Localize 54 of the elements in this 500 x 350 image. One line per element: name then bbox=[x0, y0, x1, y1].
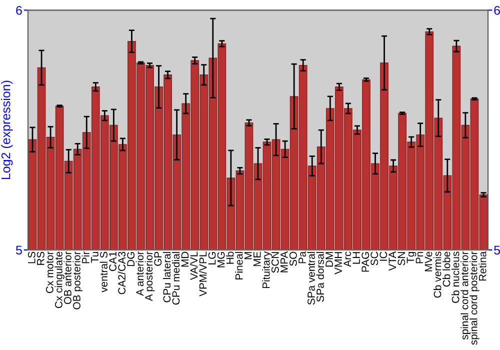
x-tick-label: SCN bbox=[271, 252, 279, 273]
x-tick-label: MVe bbox=[424, 252, 432, 272]
x-tick-label: Tu bbox=[91, 252, 98, 263]
x-tick-label: IC bbox=[380, 252, 388, 261]
x-tick-label: Cx motor bbox=[46, 251, 54, 294]
x-tick-label: LS bbox=[28, 252, 36, 264]
x-tick-label: CA1 bbox=[109, 252, 116, 272]
x-tick-label: Cb vermis bbox=[434, 252, 442, 298]
x-tick-label: SPa ventral bbox=[307, 252, 315, 305]
x-tick-label: SC bbox=[370, 252, 378, 266]
x-tick-label: LG bbox=[208, 252, 216, 264]
x-tick-label: spinal cord anterior bbox=[460, 251, 470, 340]
x-tick-label: VA/VL bbox=[190, 252, 198, 280]
x-tick-label: VTA bbox=[388, 251, 396, 271]
x-tick-label: Pa bbox=[298, 251, 306, 264]
x-tick-label: Cb nucleus bbox=[452, 252, 460, 303]
x-tick-label: Tg bbox=[406, 252, 416, 264]
x-tick-label: OB posterior bbox=[72, 251, 82, 310]
x-tick-label: VPM/VPL bbox=[199, 252, 207, 296]
x-tick-label: CA2/CA3 bbox=[118, 252, 126, 294]
x-tick-label: A posterior bbox=[144, 251, 155, 302]
x-tick-label: RS bbox=[36, 252, 44, 265]
x-tick-label: Hb bbox=[226, 252, 234, 264]
x-tick-label: ME bbox=[254, 252, 261, 266]
x-tick-label: Cb lobe bbox=[442, 252, 450, 287]
x-tick-label: M bbox=[244, 252, 252, 260]
y2-tick-label: 6 bbox=[494, 6, 500, 15]
x-tick-label: SO bbox=[290, 252, 297, 266]
x-tick-label: Cx cingulate bbox=[54, 252, 64, 308]
x-tick-label: Pn bbox=[416, 252, 424, 264]
x-tick-label: MD bbox=[181, 252, 189, 267]
x-tick-label: PAG bbox=[362, 252, 370, 272]
x-tick-label: SN bbox=[398, 252, 406, 266]
x-tick-label: LH bbox=[352, 252, 360, 264]
x-tick-label: Retina bbox=[478, 251, 486, 281]
x-tick-label: DG bbox=[127, 252, 135, 266]
x-tick-label: GP bbox=[154, 252, 162, 266]
x-tick-label: A anterior bbox=[136, 251, 144, 296]
x-tick-label: CPu medial bbox=[172, 252, 180, 305]
x-tick-label: spinal cord posterior bbox=[470, 251, 480, 345]
x-tick-label: Pituitary bbox=[262, 251, 272, 288]
x-tick-label: CPu lateral bbox=[162, 252, 171, 302]
y-axis-title: Log2 (expression) bbox=[1, 80, 13, 180]
x-tick-label: SPa dorsal bbox=[316, 252, 324, 302]
x-tick-label: ventral S bbox=[100, 252, 108, 292]
x-tick-label: MPA bbox=[280, 251, 288, 272]
x-tick-label: DM bbox=[326, 252, 333, 267]
x-tick-label: Arc bbox=[344, 252, 351, 267]
x-tick-label: OB anterior bbox=[64, 251, 72, 304]
x-tick-label: VMH bbox=[334, 252, 342, 274]
x-tick-label: MG bbox=[217, 252, 225, 268]
y2-tick-label: 5 bbox=[494, 246, 500, 255]
x-tick-label: Pir bbox=[82, 251, 90, 264]
x-tick-label: Pineal bbox=[235, 252, 243, 280]
